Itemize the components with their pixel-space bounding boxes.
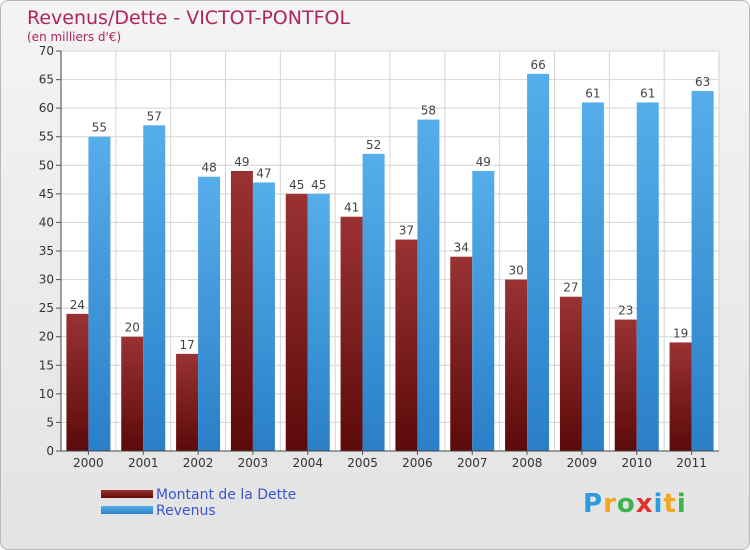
legend-swatch-debt	[101, 490, 153, 498]
x-tick-label: 2009	[567, 456, 598, 470]
logo-letter: r	[603, 489, 617, 519]
y-tick-label: 55	[39, 130, 54, 144]
bar-debt	[121, 336, 144, 451]
data-label-debt: 37	[399, 224, 414, 238]
data-label-revenue: 52	[366, 138, 381, 152]
x-tick-label: 2001	[128, 456, 159, 470]
data-label-debt: 24	[70, 298, 85, 312]
logo-letter: o	[616, 489, 636, 519]
x-tick-label: 2011	[676, 456, 707, 470]
x-tick-label: 2003	[238, 456, 269, 470]
data-label-revenue: 61	[585, 86, 600, 100]
y-tick-label: 25	[39, 301, 54, 315]
data-label-revenue: 45	[311, 178, 326, 192]
bar-revenue	[527, 73, 550, 451]
proxiti-logo: Proxiti	[583, 489, 687, 519]
data-label-revenue: 47	[256, 166, 271, 180]
x-tick-label: 2008	[512, 456, 543, 470]
legend-label-debt: Montant de la Dette	[156, 487, 297, 503]
bar-revenue	[417, 119, 440, 452]
bar-debt	[176, 353, 199, 451]
logo-letter: P	[583, 489, 604, 519]
data-label-revenue: 49	[476, 155, 491, 169]
x-tick-label: 2010	[621, 456, 652, 470]
bar-debt	[340, 216, 363, 451]
data-label-debt: 45	[289, 178, 304, 192]
data-label-revenue: 63	[695, 75, 710, 89]
legend-label-revenue: Revenus	[156, 503, 216, 519]
bar-debt	[230, 171, 253, 451]
bar-debt	[285, 193, 308, 451]
y-tick-label: 5	[46, 415, 54, 429]
chart-subtitle: (en milliers d'€)	[27, 30, 122, 44]
bar-debt	[559, 296, 582, 451]
data-label-revenue: 58	[421, 104, 436, 118]
y-tick-label: 65	[39, 73, 54, 87]
data-label-debt: 19	[673, 326, 688, 340]
x-tick-label: 2007	[457, 456, 488, 470]
bar-revenue	[581, 102, 604, 451]
x-tick-label: 2002	[183, 456, 214, 470]
bar-debt	[450, 256, 473, 451]
data-label-debt: 34	[454, 241, 469, 255]
y-tick-label: 50	[39, 158, 54, 172]
data-label-revenue: 48	[201, 161, 216, 175]
data-label-debt: 30	[508, 264, 523, 278]
logo-letter: x	[635, 489, 654, 519]
y-tick-label: 20	[39, 330, 54, 344]
y-tick-label: 0	[46, 444, 54, 458]
data-label-debt: 23	[618, 304, 633, 318]
bar-revenue	[362, 153, 385, 451]
data-label-revenue: 61	[640, 86, 655, 100]
bar-revenue	[472, 171, 495, 451]
data-label-debt: 20	[125, 321, 140, 335]
bar-revenue	[88, 136, 111, 451]
y-tick-label: 30	[39, 273, 54, 287]
data-label-revenue: 55	[92, 121, 107, 135]
bar-revenue	[252, 182, 275, 451]
bar-debt	[66, 313, 89, 451]
bar-revenue	[307, 193, 330, 451]
x-tick-label: 2000	[73, 456, 104, 470]
legend-swatch-revenue	[101, 506, 153, 514]
y-tick-label: 70	[39, 44, 54, 58]
chart-title: Revenus/Dette - VICTOT-PONTFOL	[27, 7, 351, 29]
y-tick-label: 15	[39, 358, 54, 372]
logo-letter: i	[676, 489, 687, 519]
bar-debt	[614, 319, 637, 451]
logo-letter: t	[663, 489, 677, 519]
x-tick-label: 2006	[402, 456, 433, 470]
y-tick-label: 60	[39, 101, 54, 115]
x-tick-label: 2005	[347, 456, 378, 470]
data-label-debt: 17	[179, 338, 194, 352]
y-tick-label: 10	[39, 387, 54, 401]
bar-revenue	[143, 125, 166, 452]
data-label-revenue: 66	[530, 58, 545, 72]
y-tick-label: 35	[39, 244, 54, 258]
data-label-debt: 27	[563, 281, 578, 295]
data-label-revenue: 57	[147, 109, 162, 123]
bar-debt	[505, 279, 528, 451]
bar-revenue	[636, 102, 659, 451]
bar-revenue	[198, 176, 221, 451]
bar-revenue	[691, 91, 714, 451]
y-tick-label: 45	[39, 187, 54, 201]
data-label-debt: 41	[344, 201, 359, 215]
logo-letter: i	[653, 489, 664, 519]
bar-debt	[395, 239, 418, 451]
bar-debt	[669, 342, 692, 451]
data-label-debt: 49	[234, 155, 249, 169]
y-tick-label: 40	[39, 215, 54, 229]
x-tick-label: 2004	[292, 456, 323, 470]
